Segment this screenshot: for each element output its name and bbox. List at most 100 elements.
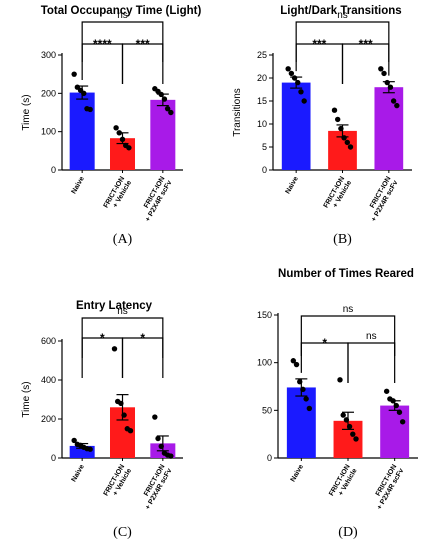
bar xyxy=(380,405,410,458)
y-tick-label: 150 xyxy=(257,310,272,320)
data-point xyxy=(399,419,406,425)
y-tick-label: 25 xyxy=(257,50,267,60)
bar xyxy=(281,82,311,170)
data-point xyxy=(164,105,171,112)
panel-letter: (C) xyxy=(113,525,132,540)
data-point xyxy=(300,386,306,393)
data-point xyxy=(126,145,132,151)
significance-label: ns xyxy=(117,306,128,317)
significance-label: ns xyxy=(366,331,377,342)
chart-title: Entry Latency xyxy=(76,300,153,312)
x-tick-label: FRICT-ION+ P2X4R scFv xyxy=(363,175,399,223)
data-point xyxy=(350,431,356,437)
x-tick-label: FRICT-ION+ Vehicle xyxy=(103,175,134,213)
data-point xyxy=(343,417,350,423)
y-axis-label: Time (s) xyxy=(21,381,32,417)
data-point xyxy=(161,96,168,102)
data-point xyxy=(81,90,87,97)
data-point xyxy=(347,144,354,150)
significance-label: * xyxy=(100,331,105,345)
significance-label: *** xyxy=(136,37,150,51)
significance-label: ns xyxy=(343,304,354,315)
data-point xyxy=(152,414,158,420)
data-point xyxy=(290,358,297,364)
x-tick-label-line: Naive xyxy=(70,463,85,483)
y-tick-label: 50 xyxy=(262,405,272,415)
data-point xyxy=(113,125,119,131)
data-point xyxy=(390,398,396,404)
data-point xyxy=(384,79,390,86)
y-tick-label: 0 xyxy=(262,165,267,175)
data-point xyxy=(87,106,93,113)
data-point xyxy=(111,346,118,352)
chart-title: Light/Dark Transitions xyxy=(280,5,401,17)
data-point xyxy=(127,428,134,434)
data-point xyxy=(71,437,77,444)
significance-label: *** xyxy=(359,37,373,51)
data-point xyxy=(121,412,127,418)
data-point xyxy=(297,379,303,385)
y-axis-label: Time (s) xyxy=(21,94,32,130)
significance-label: ns xyxy=(117,10,128,21)
x-tick-label-line: Naive xyxy=(290,463,305,483)
x-tick-label: FRICT-ION+ P2X4R scFv xyxy=(137,463,173,511)
data-point xyxy=(87,446,93,452)
y-tick-label: 100 xyxy=(41,127,56,137)
significance-bracket xyxy=(347,342,396,383)
bar xyxy=(286,387,316,458)
data-point xyxy=(168,109,174,116)
data-point xyxy=(298,89,304,95)
x-tick-label: FRICT-ION+ P2X4R scFv xyxy=(137,175,173,223)
significance-bracket xyxy=(121,337,164,378)
data-point xyxy=(344,139,350,146)
x-tick-label-line: Naive xyxy=(284,175,299,195)
data-point xyxy=(158,443,164,449)
data-point xyxy=(335,116,341,123)
data-point xyxy=(155,435,161,442)
y-tick-label: 200 xyxy=(41,88,56,98)
chart-title: Total Occupancy Time (Light) xyxy=(41,5,202,17)
significance-bracket xyxy=(300,315,396,356)
y-tick-label: 0 xyxy=(51,165,56,175)
significance-label: * xyxy=(322,336,327,350)
bar xyxy=(69,92,95,170)
data-point xyxy=(383,388,390,394)
data-point xyxy=(341,135,347,141)
x-tick-label-line: Naive xyxy=(70,175,85,195)
bar xyxy=(374,87,404,170)
panel-letter: (D) xyxy=(338,525,358,540)
data-point xyxy=(381,70,387,77)
data-point xyxy=(338,125,344,132)
chart-panel-a: Total Occupancy Time (Light) 0 100 200 300 Ti… xyxy=(21,5,201,247)
chart-panel-b: Light/Dark Transitions 0 5 10 15 20 25 Transiti… xyxy=(232,5,412,247)
data-point xyxy=(168,453,174,459)
y-tick-label: 5 xyxy=(262,142,267,152)
data-point xyxy=(295,79,301,86)
data-point xyxy=(291,75,298,81)
data-point xyxy=(394,102,400,109)
significance-label: **** xyxy=(93,37,112,51)
significance-label: ns xyxy=(337,10,348,21)
data-point xyxy=(393,402,399,409)
significance-label: *** xyxy=(312,37,326,51)
data-point xyxy=(119,136,126,143)
y-tick-label: 0 xyxy=(267,453,272,463)
x-tick-label: Naive xyxy=(284,175,299,195)
x-tick-label: Naive xyxy=(290,463,305,483)
data-point xyxy=(340,412,346,418)
x-tick-label: FRICT-ION+ Vehicle xyxy=(323,175,354,213)
x-tick-label: FRICT-ION+ Vehicle xyxy=(103,463,134,501)
data-point xyxy=(301,98,307,104)
x-tick-label: FRICT-ION+ P2X4R scFv xyxy=(369,463,405,511)
data-point xyxy=(390,98,397,104)
significance-label: * xyxy=(140,331,145,345)
x-tick-label: Naive xyxy=(70,463,85,483)
data-point xyxy=(293,361,300,368)
y-tick-label: 400 xyxy=(41,375,56,385)
y-tick-label: 10 xyxy=(257,119,267,129)
y-tick-label: 0 xyxy=(51,453,56,463)
data-point xyxy=(285,66,291,72)
y-tick-label: 15 xyxy=(257,96,267,106)
data-point xyxy=(387,84,394,90)
